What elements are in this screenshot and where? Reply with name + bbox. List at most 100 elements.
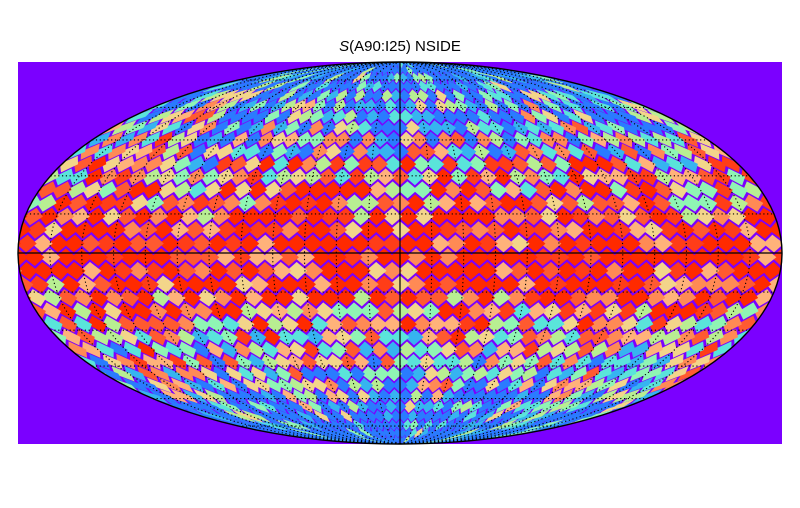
map-pixel — [566, 143, 585, 160]
map-pixel — [478, 399, 492, 414]
map-pixel — [304, 409, 323, 423]
map-pixel — [376, 328, 396, 346]
map-pixel — [629, 365, 651, 382]
map-pixel — [422, 366, 439, 382]
map-pixel — [547, 221, 569, 239]
map-pixel — [150, 341, 169, 358]
map-pixel — [335, 377, 351, 393]
map-pixel — [487, 109, 502, 124]
map-pixel — [431, 399, 445, 414]
map-pixel — [469, 248, 490, 266]
map-pixel — [349, 409, 360, 423]
map-pixel — [259, 98, 278, 113]
map-pixel — [708, 302, 729, 320]
map-pixel — [613, 353, 631, 370]
map-pixel — [515, 410, 541, 423]
map-pixel — [486, 89, 503, 103]
map-pixel — [721, 221, 743, 239]
map-pixel — [420, 302, 441, 320]
map-pixel — [587, 302, 607, 320]
map-pixel — [215, 221, 237, 239]
map-pixel — [322, 98, 336, 113]
map-pixel — [369, 155, 389, 173]
map-pixel — [37, 181, 57, 199]
map-pixel — [300, 377, 316, 393]
map-pixel — [476, 328, 496, 346]
map-pixel — [158, 155, 177, 173]
map-pixel — [647, 302, 668, 320]
map-pixel — [521, 366, 538, 382]
map-pixel — [501, 419, 533, 431]
title-symbol: S — [339, 38, 350, 55]
map-pixel — [342, 275, 364, 294]
map-pixel — [0, 249, 12, 266]
map-pixel — [286, 262, 308, 280]
map-pixel — [111, 365, 135, 382]
map-pixel — [404, 427, 412, 438]
map-pixel — [508, 234, 530, 253]
map-pixel — [462, 328, 481, 346]
map-pixel — [342, 341, 361, 358]
map-pixel — [360, 419, 371, 431]
map-pixel — [755, 248, 777, 266]
map-pixel — [304, 328, 324, 346]
map-pixel — [410, 366, 427, 382]
map-pixel — [384, 341, 403, 358]
map-pixel — [346, 168, 366, 186]
map-pixel — [320, 427, 348, 438]
map-pixel — [626, 221, 648, 239]
map-pixel — [323, 315, 344, 333]
map-pixel — [399, 427, 407, 438]
map-pixel — [196, 289, 217, 307]
map-pixel — [429, 262, 450, 280]
map-pixel — [699, 234, 721, 253]
map-pixel — [221, 353, 239, 370]
map-pixel — [302, 98, 316, 113]
map-pixel — [342, 98, 356, 113]
map-pixel — [539, 143, 558, 160]
map-pixel — [715, 234, 737, 253]
map-pixel — [453, 109, 469, 124]
map-pixel — [304, 289, 325, 307]
map-pixel — [309, 315, 329, 333]
map-pixel — [411, 341, 430, 358]
map-pixel — [355, 399, 369, 414]
map-pixel — [316, 89, 331, 103]
map-pixel — [507, 410, 532, 423]
map-pixel — [366, 389, 381, 404]
map-pixel — [273, 289, 294, 307]
map-pixel — [288, 80, 311, 93]
map-pixel — [57, 221, 79, 239]
map-pixel — [489, 80, 512, 93]
map-pixel — [397, 155, 417, 173]
map-pixel — [398, 409, 410, 423]
map-pixel — [223, 302, 244, 320]
map-pixel — [87, 248, 108, 266]
map-pixel — [365, 409, 377, 423]
map-pixel — [322, 409, 338, 423]
map-pixel — [225, 366, 242, 382]
map-pixel — [587, 353, 605, 370]
map-pixel — [397, 341, 416, 358]
map-pixel — [612, 248, 634, 266]
map-pixel — [178, 341, 197, 358]
map-pixel — [492, 262, 514, 280]
map-pixel — [89, 221, 111, 239]
map-pixel — [667, 168, 687, 186]
map-pixel — [663, 302, 683, 320]
map-pixel — [440, 389, 455, 404]
map-pixel — [168, 221, 190, 239]
map-pixel — [640, 120, 664, 136]
map-pixel — [638, 168, 658, 186]
map-pixel — [159, 109, 185, 125]
map-pixel — [96, 262, 118, 280]
map-pixel — [461, 262, 482, 280]
map-pixel — [279, 315, 299, 333]
map-pixel — [475, 289, 496, 307]
map-pixel — [476, 262, 498, 280]
map-pixel — [509, 366, 526, 382]
map-pixel — [524, 120, 540, 136]
map-pixel — [636, 234, 657, 253]
map-pixel — [335, 89, 348, 103]
map-pixel — [352, 98, 367, 113]
